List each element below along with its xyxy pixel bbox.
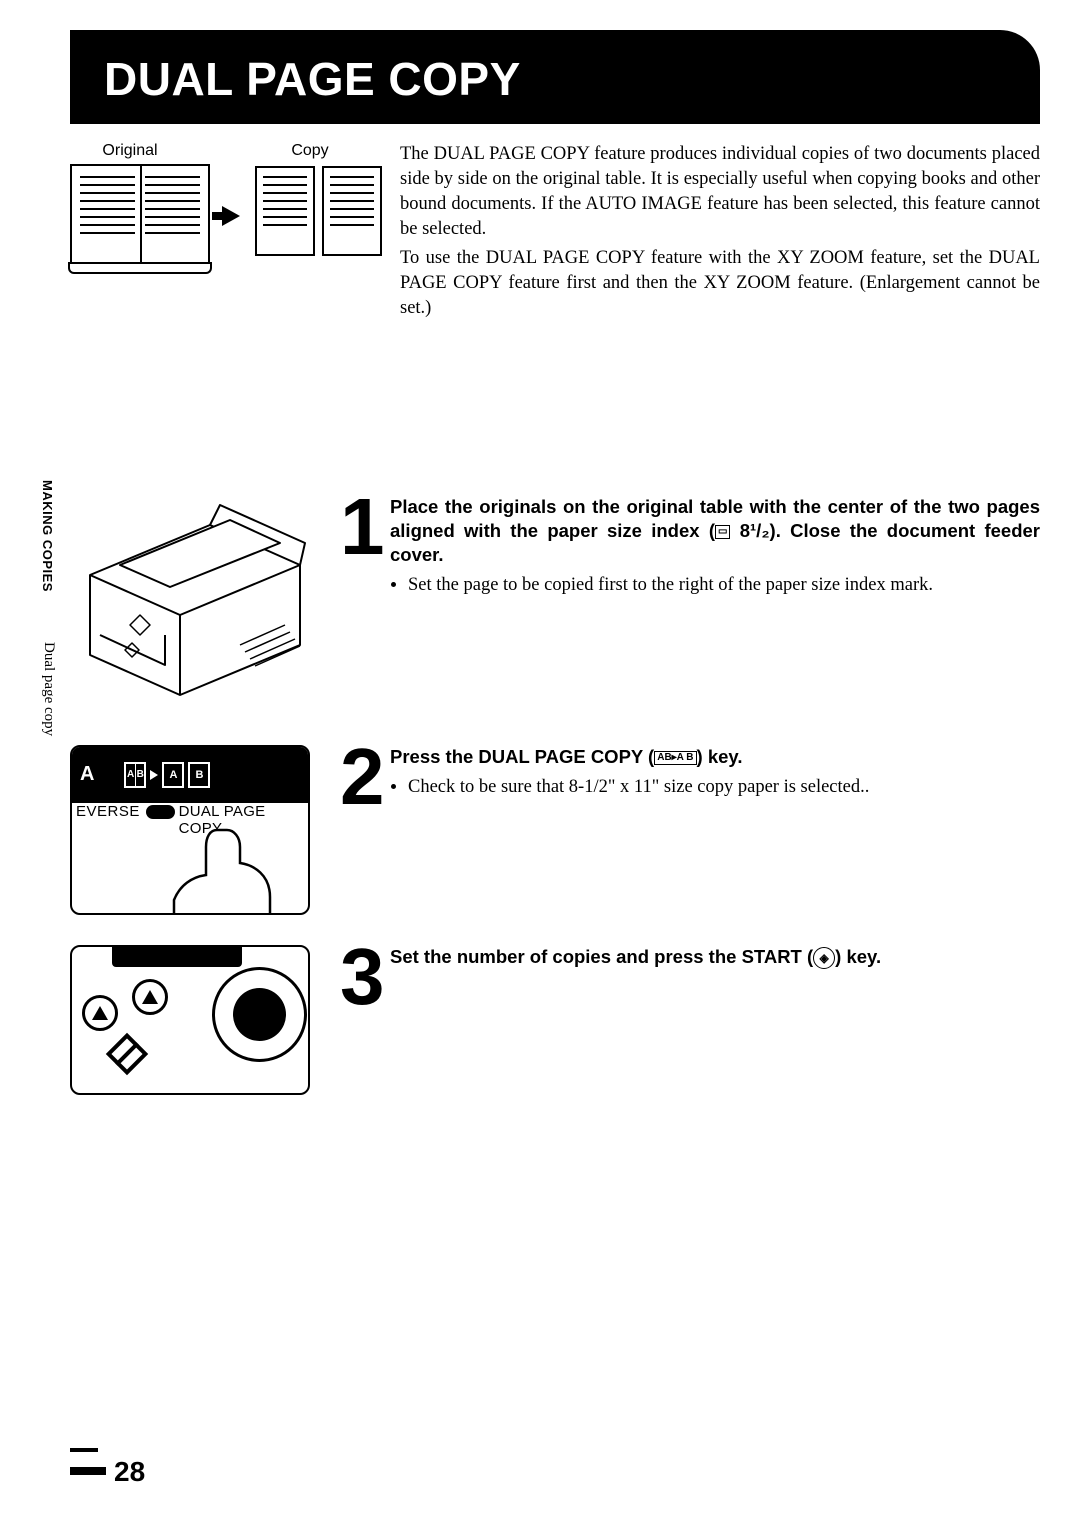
title-bar: DUAL PAGE COPY <box>70 30 1040 124</box>
copy-page-2-icon <box>322 166 382 256</box>
diamond-button-icon <box>106 1033 148 1075</box>
start-key-icon: ◈ <box>813 947 835 969</box>
dual-page-key-illustration: A A B A B EVERSE DUAL PAGE COPY <box>70 745 310 915</box>
step-2-number: 2 <box>340 745 390 915</box>
book-size-icon: ▭ <box>715 525 730 539</box>
step-3: 3 Set the number of copies and press the… <box>70 945 1040 1095</box>
open-book-icon <box>70 164 210 264</box>
indicator-dot-icon <box>146 805 175 819</box>
scanner-illustration <box>70 495 310 715</box>
arrow-right-icon <box>222 206 240 226</box>
panel-letter-a: A <box>80 763 94 786</box>
label-copy: Copy <box>250 142 370 160</box>
sidebar-section: MAKING COPIES <box>40 480 55 592</box>
step-1-number: 1 <box>340 495 390 715</box>
step-2-bullet: Check to be sure that 8-1/2" x 11" size … <box>408 775 1040 799</box>
start-button-icon <box>212 967 307 1062</box>
step-2: A A B A B EVERSE DUAL PAGE COPY <box>70 745 1040 915</box>
step-3-number: 3 <box>340 945 390 1095</box>
sidebar-topic: Dual page copy <box>40 642 57 736</box>
up-button-icon <box>82 995 118 1031</box>
intro-p1: The DUAL PAGE COPY feature produces indi… <box>400 142 1040 242</box>
step-1-heading: Place the originals on the original tabl… <box>390 495 1040 567</box>
step-2-heading: Press the DUAL PAGE COPY (AB▸A B) key. <box>390 745 1040 769</box>
intro-p2: To use the DUAL PAGE COPY feature with t… <box>400 246 1040 321</box>
label-original: Original <box>70 142 190 160</box>
page-number: 28 <box>70 1456 145 1488</box>
step-1-bullet: Set the page to be copied first to the r… <box>408 573 1040 597</box>
label-everse: EVERSE <box>76 803 140 837</box>
step-3-heading: Set the number of copies and press the S… <box>390 945 1040 969</box>
dual-page-key-icon: AB▸A B <box>654 751 696 765</box>
dual-page-diagram: Original Copy <box>70 142 380 325</box>
start-key-illustration <box>70 945 310 1095</box>
page-title: DUAL PAGE COPY <box>104 52 1006 106</box>
step-1: 1 Place the originals on the original ta… <box>70 495 1040 715</box>
dual-page-icon: A B A B <box>124 762 210 788</box>
finger-press-icon <box>162 825 282 915</box>
copy-page-1-icon <box>255 166 315 256</box>
up-button-icon <box>132 979 168 1015</box>
intro-text: The DUAL PAGE COPY feature produces indi… <box>380 142 1040 325</box>
